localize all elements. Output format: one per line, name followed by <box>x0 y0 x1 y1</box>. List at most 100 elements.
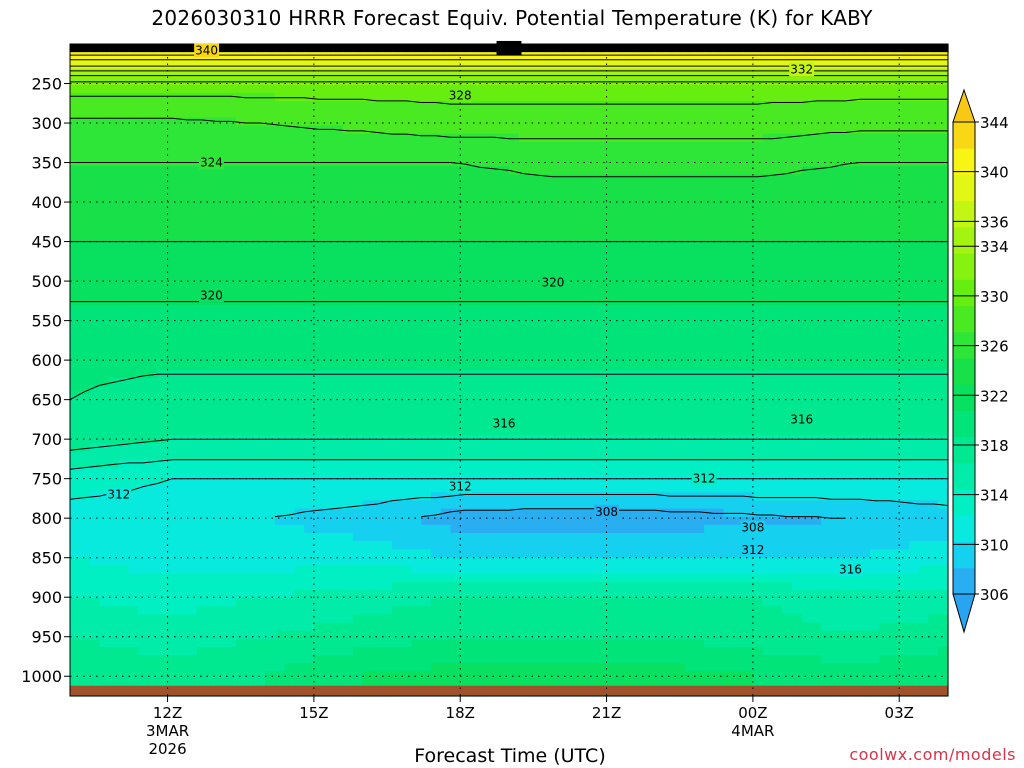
field-cell <box>733 215 744 224</box>
field-cell <box>840 133 852 143</box>
field-cell <box>840 255 852 265</box>
field-cell <box>606 280 617 290</box>
field-cell <box>479 239 491 249</box>
field-cell <box>196 101 208 110</box>
field-cell <box>860 68 871 78</box>
field-cell <box>655 101 666 110</box>
field-cell <box>469 207 481 216</box>
field-cell <box>187 443 198 453</box>
field-cell <box>382 52 393 61</box>
field-cell <box>548 117 559 127</box>
field-cell <box>109 239 120 249</box>
field-cell <box>294 353 305 363</box>
field-cell <box>206 264 217 273</box>
field-cell <box>187 76 198 86</box>
field-cell <box>157 312 169 322</box>
field-cell <box>801 337 813 347</box>
field-cell <box>177 231 188 241</box>
field-cell <box>450 247 461 257</box>
field-cell <box>469 44 481 53</box>
field-cell <box>440 467 452 477</box>
field-cell <box>557 215 569 224</box>
field-cell <box>528 386 539 396</box>
field-cell <box>655 475 666 485</box>
field-cell <box>674 345 686 355</box>
field-cell <box>752 304 764 314</box>
field-cell <box>869 76 881 86</box>
field-cell <box>187 475 198 485</box>
field-cell <box>70 321 81 330</box>
field-cell <box>548 443 559 453</box>
field-cell <box>372 467 383 477</box>
field-cell <box>723 125 734 135</box>
field-cell <box>762 378 773 387</box>
field-cell <box>479 492 491 501</box>
field-cell <box>704 386 715 396</box>
field-cell <box>626 475 637 485</box>
field-cell <box>206 239 217 249</box>
field-cell <box>79 215 91 224</box>
field-cell <box>596 158 608 167</box>
field-cell <box>450 125 461 135</box>
field-cell <box>733 467 744 477</box>
field-cell <box>713 84 725 94</box>
field-cell <box>782 467 793 477</box>
field-cell <box>157 280 169 290</box>
field-cell <box>70 337 81 347</box>
field-cell <box>694 223 705 233</box>
field-cell <box>743 280 754 290</box>
field-cell <box>89 288 100 298</box>
field-cell <box>811 92 822 102</box>
field-cell <box>733 402 744 412</box>
field-cell <box>752 451 764 461</box>
field-cell <box>440 92 452 102</box>
field-cell <box>528 475 539 485</box>
field-cell <box>928 149 939 159</box>
field-cell <box>313 198 325 208</box>
field-cell <box>89 312 100 322</box>
field-cell <box>723 296 734 306</box>
field-cell <box>235 427 247 436</box>
field-cell <box>557 418 569 428</box>
field-cell <box>148 207 159 216</box>
field-cell <box>782 386 793 396</box>
field-cell <box>333 133 344 143</box>
field-cell <box>323 329 334 338</box>
field-cell <box>665 158 676 167</box>
field-cell <box>226 52 237 61</box>
field-cell <box>674 378 686 387</box>
field-cell <box>655 418 666 428</box>
field-cell <box>274 288 286 298</box>
field-cell <box>294 141 305 151</box>
field-cell <box>235 459 247 469</box>
field-cell <box>674 117 686 127</box>
field-cell <box>460 264 471 273</box>
field-cell <box>674 329 686 338</box>
field-cell <box>879 443 891 453</box>
field-cell <box>509 361 520 371</box>
field-cell <box>99 223 110 233</box>
field-cell <box>733 198 744 208</box>
field-cell <box>109 435 120 444</box>
field-cell <box>918 312 930 322</box>
field-cell <box>196 207 208 216</box>
field-cell <box>557 255 569 265</box>
field-cell <box>626 418 637 428</box>
field-cell <box>938 125 949 135</box>
field-cell <box>343 247 354 257</box>
field-cell <box>518 337 530 347</box>
field-cell <box>509 272 520 281</box>
field-cell <box>557 109 569 118</box>
field-cell <box>148 467 159 477</box>
field-cell <box>372 44 383 53</box>
field-cell <box>128 149 139 159</box>
field-cell <box>733 345 744 355</box>
field-cell <box>782 418 793 428</box>
field-cell <box>177 68 188 78</box>
field-cell <box>713 149 725 159</box>
field-cell <box>577 394 588 404</box>
field-cell <box>938 255 949 265</box>
field-cell <box>704 190 715 200</box>
field-cell <box>528 84 539 94</box>
field-cell <box>821 92 832 102</box>
